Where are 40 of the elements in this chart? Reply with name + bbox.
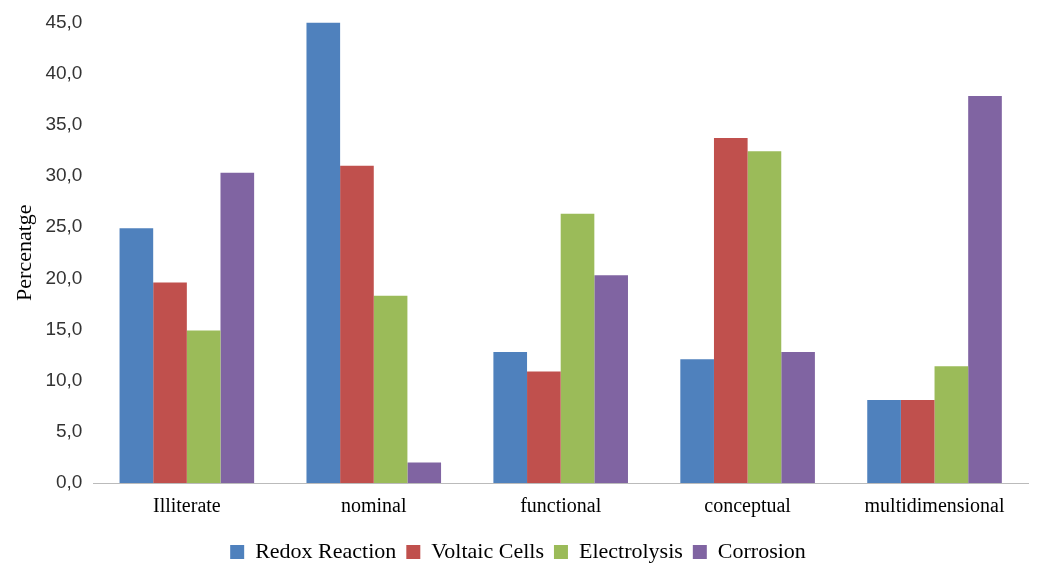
- bar: [306, 22, 341, 483]
- bar: [153, 282, 187, 483]
- bar: [527, 371, 561, 483]
- bar: [373, 295, 408, 483]
- y-tick-label: 20,0: [45, 266, 83, 288]
- bar: [934, 366, 969, 483]
- legend-label: Voltaic Cells: [431, 537, 544, 563]
- legend-label: Electrolysis: [578, 537, 683, 563]
- x-tick-label: multidimensional: [864, 494, 1005, 517]
- x-tick-label: functional: [520, 494, 602, 517]
- y-tick-label: 10,0: [45, 368, 83, 390]
- bar: [680, 359, 714, 483]
- bar: [968, 96, 1002, 483]
- y-tick-label: 15,0: [45, 317, 83, 339]
- bar: [560, 213, 595, 483]
- y-tick-label: 5,0: [55, 420, 83, 442]
- y-tick-label: 35,0: [45, 112, 83, 134]
- bar: [747, 151, 782, 483]
- y-tick-label: 45,0: [45, 10, 83, 32]
- y-tick-label: 30,0: [45, 164, 83, 186]
- y-tick-label: 0,0: [55, 471, 83, 493]
- y-tick-label: 40,0: [45, 61, 83, 83]
- bar: [407, 462, 442, 483]
- x-tick-label: Illiterate: [152, 494, 221, 517]
- x-tick-label: nominal: [340, 494, 407, 517]
- legend-label: Corrosion: [717, 537, 806, 563]
- bar: [781, 351, 815, 483]
- bar: [119, 228, 154, 483]
- y-axis-title: Percenatge: [10, 204, 36, 301]
- x-tick-label: conceptual: [704, 494, 792, 518]
- legend-label: Redox Reaction: [255, 537, 397, 563]
- bar: [713, 138, 748, 483]
- bar: [340, 165, 374, 483]
- bar: [594, 275, 628, 483]
- bar: [867, 400, 901, 483]
- bar: [900, 400, 935, 483]
- bar: [220, 172, 255, 483]
- bar: [186, 330, 221, 483]
- y-tick-label: 25,0: [45, 215, 83, 237]
- bar: [493, 351, 528, 483]
